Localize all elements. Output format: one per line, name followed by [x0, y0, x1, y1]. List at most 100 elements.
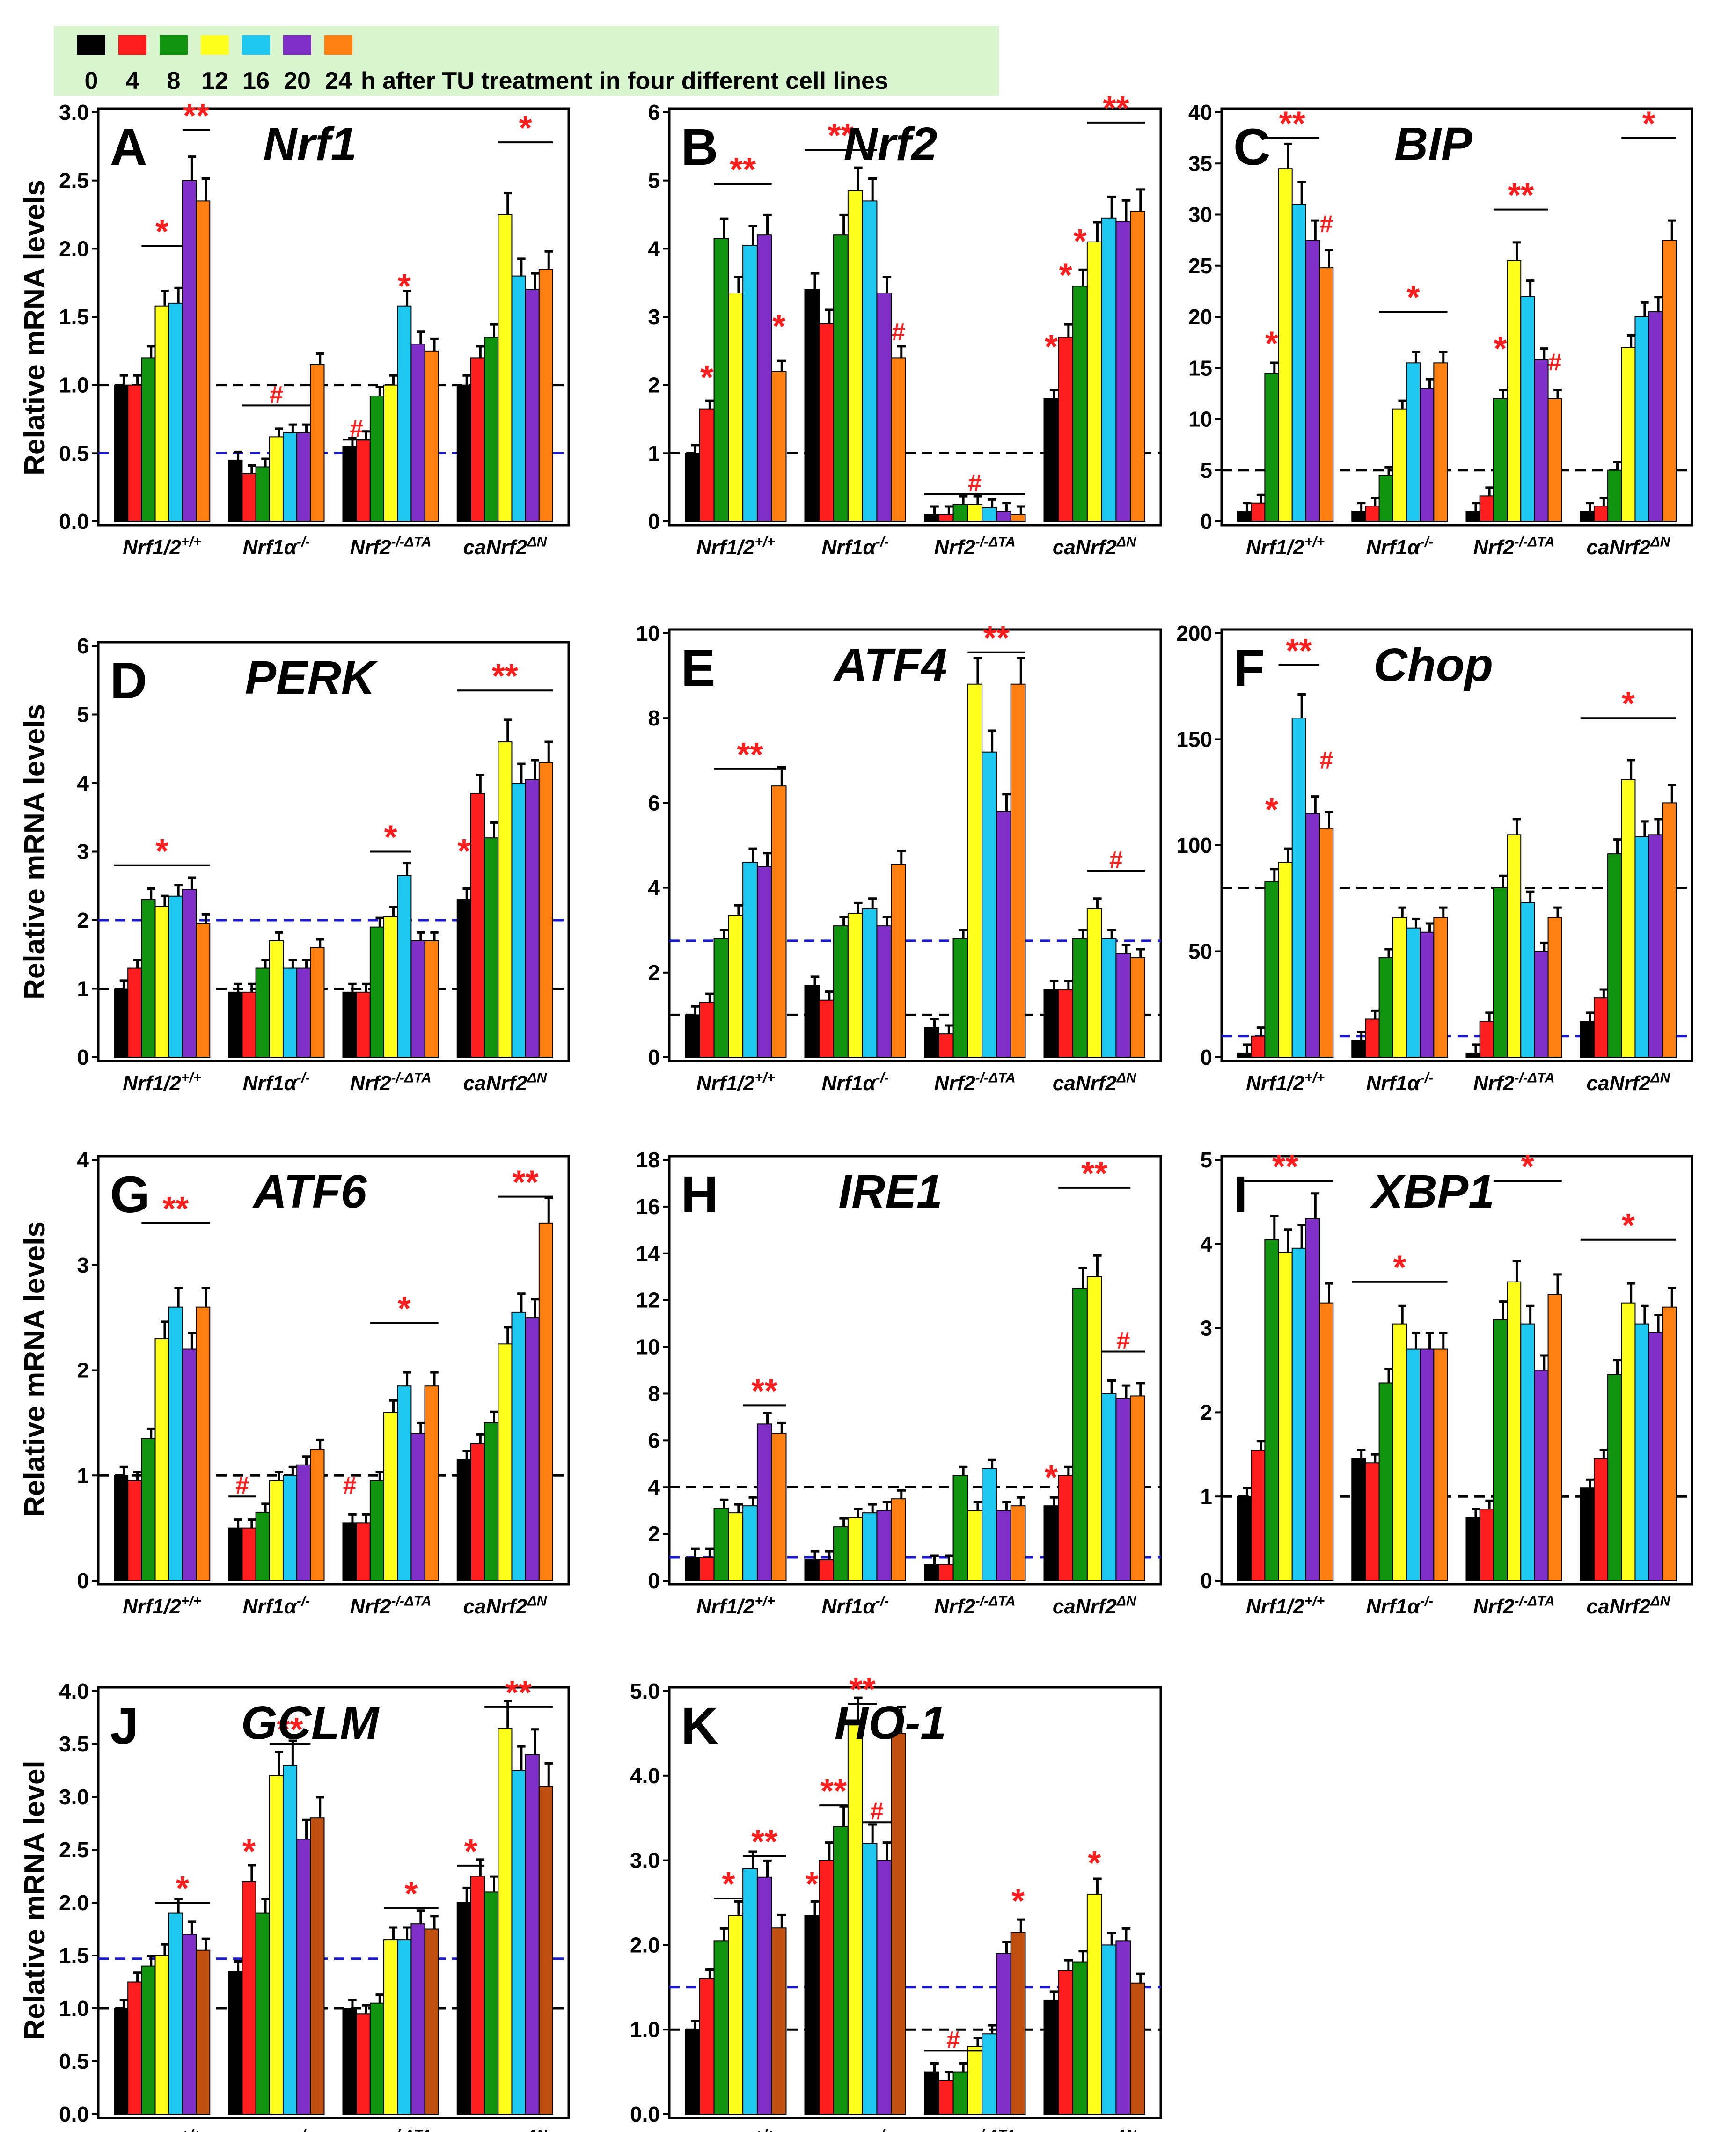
legend-label-16h: 16 — [242, 67, 270, 95]
bar-Nrf1/2+/+-8h — [1264, 881, 1279, 1058]
bar-Nrf1/2+/+-8h — [713, 938, 729, 1058]
bar-Nrf1α-/--20h — [876, 925, 892, 1058]
x-tick-label: Nrf1α-/- — [243, 534, 310, 559]
significance-marker: ** — [751, 1372, 777, 1410]
y-tick-label: 4 — [77, 771, 89, 795]
bar-caNrf2ΔN-0h — [1043, 1505, 1059, 1581]
y-tick-label: 3.5 — [59, 1732, 89, 1756]
bar-Nrf1α-/--4h — [242, 1881, 256, 2115]
legend-label-4h: 4 — [125, 67, 139, 95]
x-tick-label: Nrf1α-/- — [821, 2127, 889, 2132]
bar-Nrf1/2+/+-12h — [154, 906, 169, 1058]
bar-Nrf2-/-ΔTA-0h — [924, 1027, 939, 1058]
panel-title: Chop — [1374, 639, 1493, 691]
y-tick-label: 1 — [77, 977, 89, 1001]
significance-marker: ** — [1286, 632, 1312, 670]
panel-letter: D — [110, 652, 147, 710]
bar-Nrf1/2+/+-24h — [196, 1306, 211, 1581]
bar-caNrf2ΔN-20h — [525, 1317, 540, 1581]
bar-caNrf2ΔN-16h — [1634, 1323, 1649, 1582]
bar-Nrf1α-/--20h — [1420, 1348, 1435, 1582]
bar-caNrf2ΔN-8h — [484, 1422, 499, 1581]
bar-Nrf1α-/--4h — [819, 1559, 835, 1582]
significance-marker: ** — [1279, 105, 1305, 143]
x-tick-label: Nrf2-/-ΔTA — [1473, 534, 1555, 559]
bar-Nrf1α-/--0h — [228, 1971, 243, 2115]
bar-Nrf1/2+/+-20h — [1305, 1218, 1320, 1582]
bar-Nrf1α-/--24h — [1433, 362, 1448, 522]
significance-marker: # — [1116, 1327, 1130, 1355]
y-tick-label: 1 — [1200, 1484, 1212, 1509]
y-tick-label: 0 — [1200, 509, 1212, 534]
y-tick-label: 3 — [1200, 1316, 1212, 1341]
significance-marker: * — [384, 819, 397, 857]
bar-Nrf1α-/--16h — [862, 1512, 878, 1582]
bar-Nrf1/2+/+-20h — [1305, 240, 1320, 522]
x-tick-label: Nrf1α-/- — [243, 1070, 310, 1095]
bar-Nrf1/2+/+-8h — [141, 357, 156, 522]
bar-caNrf2ΔN-12h — [498, 1343, 513, 1581]
bar-Nrf2-/-ΔTA-16h — [982, 507, 997, 522]
bar-Nrf1/2+/+-4h — [127, 967, 142, 1058]
x-tick-label: caNrf2ΔN — [463, 2127, 548, 2132]
y-tick-label: 30 — [1188, 203, 1212, 227]
bar-Nrf1α-/--12h — [1392, 917, 1407, 1058]
bar-Nrf1α-/--16h — [862, 200, 878, 522]
bar-Nrf2-/-ΔTA-20h — [1534, 1370, 1549, 1581]
significance-marker: # — [343, 1472, 357, 1499]
bar-Nrf1/2+/+-24h — [196, 200, 211, 522]
y-tick-label: 0 — [77, 1045, 89, 1070]
legend-swatch-24h — [324, 35, 352, 55]
panel-letter: E — [681, 639, 715, 697]
significance-marker: ** — [277, 1711, 303, 1749]
significance-marker: * — [1622, 1207, 1635, 1245]
y-tick-label: 18 — [636, 1148, 660, 1172]
bar-Nrf1α-/--0h — [228, 1527, 243, 1581]
significance-marker: # — [870, 1798, 884, 1825]
bar-caNrf2ΔN-20h — [525, 779, 540, 1058]
significance-marker: * — [1073, 223, 1086, 260]
panel-letter: F — [1233, 639, 1265, 697]
bar-Nrf1α-/--8h — [255, 466, 270, 522]
legend-label-20h: 20 — [284, 67, 311, 95]
bar-caNrf2ΔN-24h — [538, 269, 553, 522]
bar-caNrf2ΔN-16h — [511, 783, 526, 1058]
bar-caNrf2ΔN-20h — [1115, 221, 1131, 522]
bar-caNrf2ΔN-24h — [1662, 240, 1677, 522]
y-tick-label: 2.0 — [630, 1933, 660, 1957]
bar-Nrf2-/-ΔTA-0h — [924, 1564, 939, 1581]
significance-marker: ** — [183, 97, 209, 135]
bar-caNrf2ΔN-8h — [484, 837, 499, 1058]
bar-Nrf1α-/--16h — [1406, 927, 1421, 1058]
bar-Nrf1α-/--8h — [833, 1526, 849, 1581]
bar-Nrf1α-/--24h — [891, 1733, 906, 2115]
bar-Nrf2-/-ΔTA-12h — [967, 2046, 983, 2115]
x-tick-label: Nrf2-/-ΔTA — [934, 2127, 1016, 2132]
bar-Nrf2-/-ΔTA-16h — [982, 1468, 997, 1581]
bar-Nrf2-/-ΔTA-12h — [967, 504, 983, 522]
significance-marker: * — [398, 1290, 411, 1327]
y-tick-label: 100 — [1176, 833, 1212, 857]
bar-Nrf1/2+/+-16h — [168, 895, 183, 1058]
y-tick-label: 0.5 — [59, 2049, 89, 2073]
bar-caNrf2ΔN-4h — [470, 792, 485, 1058]
bar-Nrf2-/-ΔTA-8h — [369, 1480, 385, 1582]
x-tick-label: Nrf2-/-ΔTA — [934, 1593, 1016, 1618]
x-tick-label: Nrf1/2+/+ — [696, 1593, 775, 1618]
y-tick-label: 4 — [648, 1475, 660, 1499]
y-tick-label: 12 — [636, 1288, 660, 1312]
bar-caNrf2ΔN-4h — [1058, 1970, 1074, 2115]
y-tick-label: 1.0 — [59, 1996, 89, 2021]
bar-Nrf1/2+/+-24h — [196, 923, 211, 1058]
y-tick-label: 0 — [648, 509, 660, 534]
bar-caNrf2ΔN-16h — [1634, 316, 1649, 522]
bar-caNrf2ΔN-4h — [1058, 989, 1074, 1058]
y-tick-label: 5 — [1200, 458, 1212, 483]
x-tick-label: Nrf1α-/- — [243, 2127, 310, 2132]
bar-Nrf1/2+/+-20h — [756, 1876, 772, 2115]
bar-caNrf2ΔN-12h — [498, 741, 513, 1058]
bar-caNrf2ΔN-20h — [1115, 1940, 1131, 2115]
x-tick-label: Nrf1/2+/+ — [696, 534, 775, 559]
bar-Nrf1/2+/+-16h — [742, 862, 758, 1058]
bar-Nrf1α-/--24h — [310, 1817, 325, 2115]
